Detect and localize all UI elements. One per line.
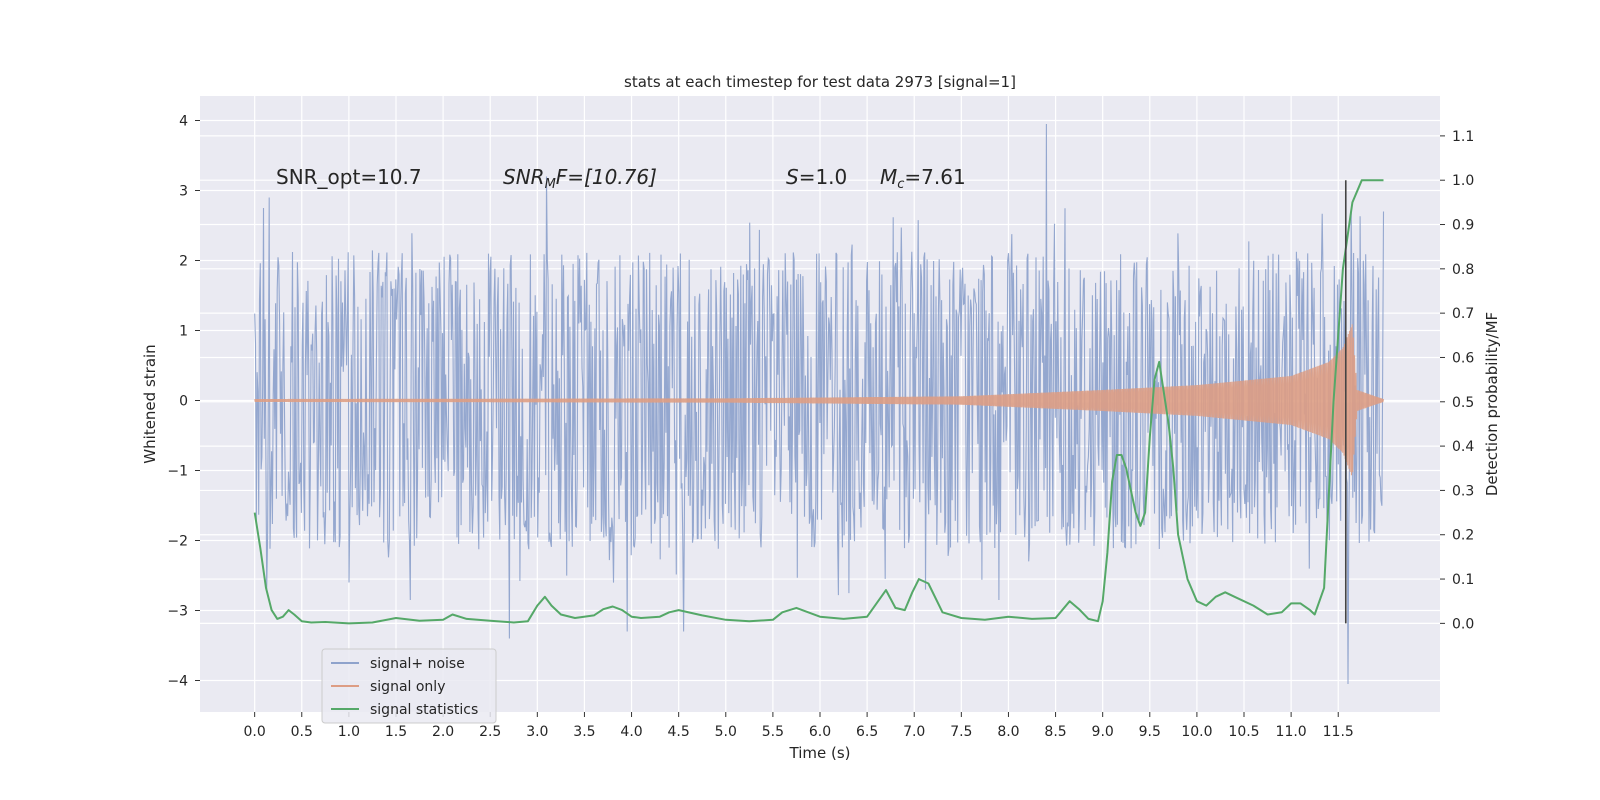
left-tick-label: −4 <box>167 674 188 690</box>
x-tick-label: 8.5 <box>1044 724 1066 740</box>
right-tick-label: 0.5 <box>1452 395 1474 411</box>
annotation-snr-opt: SNR_opt=10.7 <box>276 165 422 189</box>
x-tick-label: 5.0 <box>715 724 737 740</box>
signal-statistics-line <box>253 179 1384 625</box>
signal-noise-series <box>254 123 1385 685</box>
right-tick-label: 0.6 <box>1452 350 1474 366</box>
right-tick-label: 0.3 <box>1452 483 1474 499</box>
x-tick-label: 4.5 <box>668 724 690 740</box>
x-tick-label: 2.5 <box>479 724 501 740</box>
legend-label-signal-only: signal only <box>370 679 445 695</box>
x-tick-labels: 0.0 0.5 1.0 1.5 2.0 2.5 3.0 3.5 4.0 4.5 5.0 5.5 6.0 6… <box>244 712 1354 740</box>
left-tick-label: 4 <box>179 114 188 130</box>
left-tick-label: 3 <box>179 184 188 200</box>
left-tick-label: −2 <box>167 534 188 550</box>
annotation-snr-mf: SNRMF=[10.76] <box>503 165 657 192</box>
legend-label-signal-noise: signal+ noise <box>370 656 465 672</box>
left-tick-label: −3 <box>167 604 188 620</box>
x-tick-label: 6.5 <box>856 724 878 740</box>
x-tick-label: 11.0 <box>1276 724 1307 740</box>
right-tick-label: 0.2 <box>1452 528 1474 544</box>
x-tick-label: 8.0 <box>997 724 1019 740</box>
x-tick-label: 5.5 <box>762 724 784 740</box>
right-tick-labels: 1.1 1.0 0.9 0.8 0.7 0.6 0.5 0.4 0.3 0.2 0.1 0.0 <box>1440 129 1474 632</box>
left-axis-label: Whitened strain <box>141 344 159 463</box>
x-tick-label: 9.0 <box>1092 724 1114 740</box>
x-axis-label: Time (s) <box>789 744 851 762</box>
x-tick-label: 3.0 <box>526 724 548 740</box>
right-tick-label: 0.0 <box>1452 616 1474 632</box>
x-tick-label: 6.0 <box>809 724 831 740</box>
x-tick-label: 0.5 <box>291 724 313 740</box>
annotation-s: S=1.0 <box>786 165 847 189</box>
right-tick-label: 0.9 <box>1452 218 1474 234</box>
left-tick-label: 1 <box>179 324 188 340</box>
right-tick-label: 0.4 <box>1452 439 1474 455</box>
x-tick-label: 7.0 <box>903 724 925 740</box>
right-tick-label: 0.1 <box>1452 572 1474 588</box>
annotation-mc: Mc=7.61 <box>880 165 966 192</box>
x-tick-label: 4.0 <box>620 724 642 740</box>
x-tick-label: 10.5 <box>1228 724 1259 740</box>
chart-title: stats at each timestep for test data 297… <box>624 73 1016 91</box>
x-tick-label: 7.5 <box>950 724 972 740</box>
left-tick-label: 0 <box>179 394 188 410</box>
x-tick-label: 3.5 <box>573 724 595 740</box>
signal-only-series <box>254 324 1385 476</box>
legend-label-signal-statistics: signal statistics <box>370 702 478 718</box>
right-tick-label: 0.8 <box>1452 262 1474 278</box>
right-tick-label: 1.1 <box>1452 129 1474 145</box>
x-tick-label: 0.0 <box>244 724 266 740</box>
x-tick-label: 10.0 <box>1181 724 1212 740</box>
x-tick-label: 2.0 <box>432 724 454 740</box>
x-tick-label: 1.0 <box>338 724 360 740</box>
left-tick-label: −1 <box>167 464 188 480</box>
x-tick-label: 11.5 <box>1323 724 1354 740</box>
right-tick-label: 1.0 <box>1452 173 1474 189</box>
right-axis-label: Detection probability/MF <box>1483 312 1501 496</box>
signal-statistics-series <box>253 179 1384 625</box>
x-tick-label: 9.5 <box>1139 724 1161 740</box>
legend: signal+ noise signal only signal statist… <box>321 648 497 724</box>
left-tick-label: 2 <box>179 254 188 270</box>
legend-box <box>321 648 497 724</box>
x-tick-label: 1.5 <box>385 724 407 740</box>
signal-only-trace <box>254 324 1385 476</box>
right-tick-label: 0.7 <box>1452 306 1474 322</box>
signal-noise-trace <box>254 123 1385 685</box>
left-tick-labels: 4 3 2 1 0 −1 −2 −3 −4 <box>167 114 200 690</box>
